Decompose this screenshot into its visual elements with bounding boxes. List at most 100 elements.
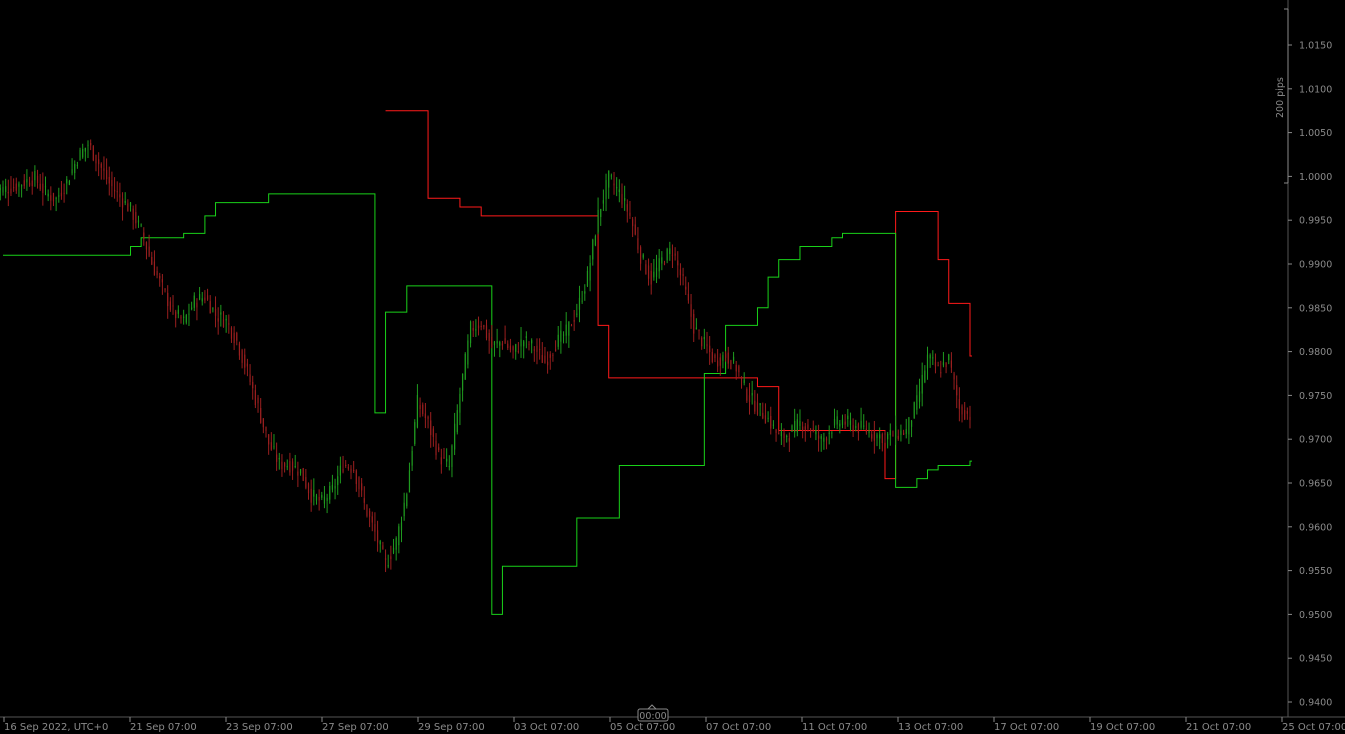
candle-body xyxy=(969,416,971,421)
candle-body xyxy=(687,293,690,301)
candle-body xyxy=(342,468,344,472)
candle-body xyxy=(477,325,480,329)
lower-band-line xyxy=(3,193,972,615)
candle-body xyxy=(956,385,958,396)
candle-body xyxy=(669,248,671,255)
candle-body xyxy=(121,198,124,208)
price-axis[interactable]: 1.0150 1.0100 1.0050 1.0000 0.9950 0.9900 0.98… xyxy=(1288,41,1332,709)
candle-body xyxy=(424,413,426,419)
candle-body xyxy=(852,425,854,433)
time-tick-label: 19 Oct 07:00 xyxy=(1090,722,1155,733)
candle-body xyxy=(839,423,841,427)
candle-body xyxy=(748,395,751,403)
candle-body xyxy=(616,187,618,189)
candle-body xyxy=(743,379,745,383)
candle-body xyxy=(355,470,357,485)
candle-body xyxy=(541,355,543,363)
price-tick-label: 0.9550 xyxy=(1299,566,1332,577)
candle-body xyxy=(167,292,169,307)
candle-body xyxy=(15,183,17,191)
candle-body xyxy=(34,170,36,181)
candle-body xyxy=(26,179,28,183)
candle-body xyxy=(515,344,517,352)
candle-body xyxy=(706,344,708,347)
candle-body xyxy=(950,360,953,368)
candle-body xyxy=(512,346,514,351)
candle-body xyxy=(918,391,921,402)
candle-body xyxy=(961,406,963,415)
candle-body xyxy=(802,426,804,432)
candle-body xyxy=(953,373,955,380)
candle-body xyxy=(820,436,822,439)
candle-body xyxy=(639,247,642,264)
price-tick-label: 0.9600 xyxy=(1299,522,1332,533)
candle-body xyxy=(361,483,363,491)
candle-body xyxy=(339,465,341,476)
candle-body xyxy=(905,429,907,434)
candle-body xyxy=(674,253,676,256)
candle-body xyxy=(762,412,764,419)
candle-body xyxy=(198,294,201,300)
candle-body xyxy=(52,192,55,202)
candle-body xyxy=(95,154,97,164)
candle-body xyxy=(570,325,573,327)
candle-body xyxy=(419,405,421,409)
candle-body xyxy=(921,374,923,394)
candle-body xyxy=(624,198,626,201)
candle-body xyxy=(129,202,132,207)
time-axis[interactable]: 16 Sep 2022, UTC+0 21 Sep 07:00 23 Sep 07:… xyxy=(3,717,1345,733)
candle-body xyxy=(196,302,198,308)
candle-body xyxy=(384,558,387,560)
candle-body xyxy=(438,447,440,451)
candle-body xyxy=(475,329,477,331)
candle-body xyxy=(387,565,389,567)
scale-ruler: 200 pips xyxy=(1275,8,1289,184)
candle-body xyxy=(345,465,347,467)
candle-body xyxy=(151,256,153,265)
candle-body xyxy=(642,254,644,258)
price-tick-label: 0.9450 xyxy=(1299,654,1332,665)
candle-body xyxy=(305,477,307,488)
candle-body xyxy=(581,300,583,302)
candle-body xyxy=(828,432,830,434)
candle-body xyxy=(262,418,264,428)
candle-body xyxy=(836,416,838,425)
candle-body xyxy=(193,295,195,308)
candle-body xyxy=(273,446,275,448)
candle-body xyxy=(201,298,203,302)
candle-body xyxy=(698,329,700,332)
candle-body xyxy=(140,224,142,226)
candle-body xyxy=(849,420,852,425)
candle-body xyxy=(411,450,413,466)
candle-body xyxy=(796,419,798,433)
upper-band-line xyxy=(385,110,972,480)
candle-body xyxy=(416,394,419,428)
candle-body xyxy=(889,429,891,436)
candle-body xyxy=(847,415,849,420)
candle-body xyxy=(18,183,20,187)
candle-body xyxy=(74,164,76,173)
candle-body xyxy=(788,438,790,442)
candle-body xyxy=(778,433,780,435)
candle-body xyxy=(276,454,278,462)
candle-body xyxy=(884,433,886,435)
candle-body xyxy=(815,430,817,435)
candle-body xyxy=(116,191,118,193)
candle-body xyxy=(499,342,501,346)
candle-body xyxy=(860,420,862,428)
candle-body xyxy=(39,183,41,190)
time-tick-label: 23 Sep 07:00 xyxy=(226,722,293,733)
candle-body xyxy=(315,495,318,501)
candle-body xyxy=(294,466,296,468)
candle-body xyxy=(161,279,163,283)
candle-body xyxy=(79,149,81,161)
cursor-time-marker[interactable]: 00:00 xyxy=(637,704,669,722)
candle-body xyxy=(539,348,541,350)
candle-body xyxy=(568,321,570,336)
candle-body xyxy=(358,477,360,490)
candle-body xyxy=(600,208,602,218)
candle-body xyxy=(164,289,166,291)
candle-body xyxy=(621,193,623,205)
candle-body xyxy=(772,424,775,426)
